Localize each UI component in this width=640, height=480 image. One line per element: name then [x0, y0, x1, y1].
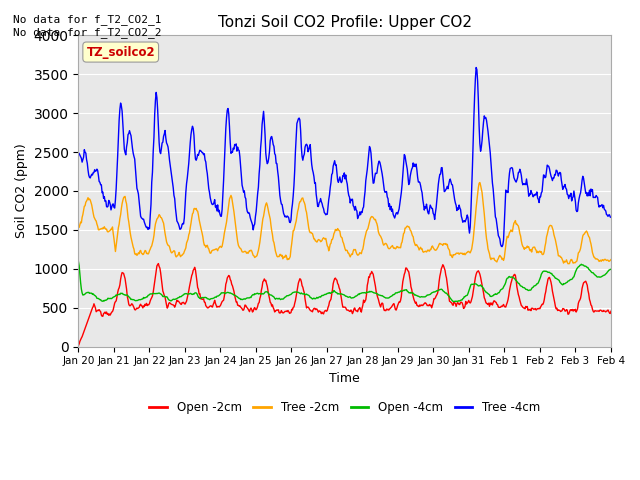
Open -4cm — [84, 289, 92, 295]
Tree -2cm — [476, 180, 484, 185]
Tree -2cm — [410, 234, 417, 240]
Open -4cm — [453, 299, 461, 304]
Tree -4cm — [607, 215, 615, 220]
Tree -4cm — [193, 155, 201, 161]
Tree -2cm — [425, 248, 433, 254]
Open -2cm — [194, 285, 202, 290]
Open -2cm — [139, 305, 147, 311]
Tree -2cm — [75, 222, 83, 228]
X-axis label: Time: Time — [330, 372, 360, 385]
Open -4cm — [425, 292, 433, 298]
Tree -4cm — [221, 144, 229, 149]
Tree -2cm — [84, 195, 92, 201]
Text: No data for f_T2_CO2_1
No data for f_T2_CO2_2: No data for f_T2_CO2_1 No data for f_T2_… — [13, 14, 161, 38]
Tree -4cm — [75, 150, 83, 156]
Tree -2cm — [607, 257, 615, 263]
Open -2cm — [154, 261, 162, 266]
Tree -4cm — [425, 211, 433, 217]
Tree -4cm — [472, 65, 480, 71]
Open -4cm — [410, 290, 417, 296]
Open -2cm — [607, 308, 615, 314]
Open -4cm — [75, 259, 83, 264]
Open -4cm — [221, 291, 229, 297]
Tree -2cm — [193, 208, 201, 214]
Open -2cm — [410, 297, 418, 302]
Text: TZ_soilco2: TZ_soilco2 — [86, 46, 155, 59]
Tree -2cm — [221, 227, 229, 232]
Tree -4cm — [139, 216, 147, 222]
Tree -4cm — [84, 168, 92, 173]
Open -2cm — [222, 281, 230, 287]
Open -2cm — [75, 343, 83, 348]
Line: Open -4cm: Open -4cm — [79, 262, 611, 301]
Open -4cm — [139, 296, 147, 302]
Tree -4cm — [498, 244, 506, 250]
Title: Tonzi Soil CO2 Profile: Upper CO2: Tonzi Soil CO2 Profile: Upper CO2 — [218, 15, 472, 30]
Open -2cm — [426, 301, 433, 307]
Legend: Open -2cm, Tree -2cm, Open -4cm, Tree -4cm: Open -2cm, Tree -2cm, Open -4cm, Tree -4… — [145, 396, 545, 419]
Y-axis label: Soil CO2 (ppm): Soil CO2 (ppm) — [15, 144, 28, 238]
Open -2cm — [84, 317, 92, 323]
Open -4cm — [193, 291, 201, 297]
Line: Open -2cm: Open -2cm — [79, 264, 611, 346]
Tree -2cm — [564, 261, 572, 266]
Line: Tree -4cm: Tree -4cm — [79, 68, 611, 247]
Open -4cm — [607, 266, 615, 272]
Tree -2cm — [139, 252, 147, 257]
Line: Tree -2cm: Tree -2cm — [79, 182, 611, 264]
Tree -4cm — [410, 160, 417, 166]
